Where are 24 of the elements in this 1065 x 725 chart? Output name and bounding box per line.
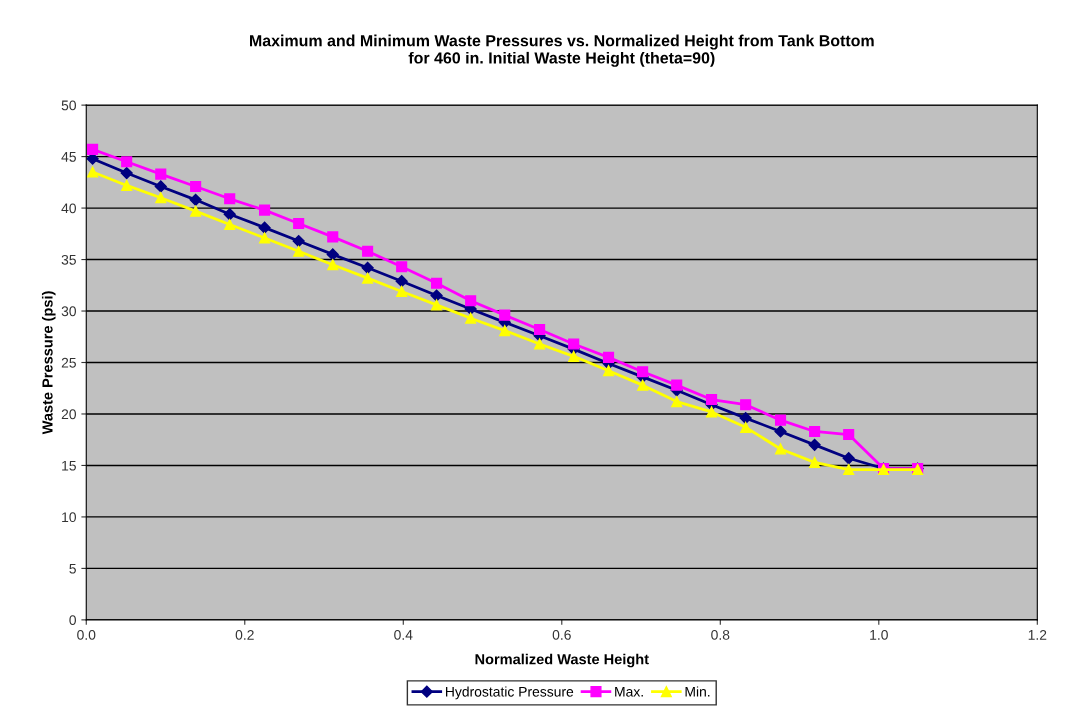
- chart-title: Maximum and Minimum Waste Pressures vs. Normalized Height from Tank Bottom for 460 in. Initial Waste Height (theta=90): [250, 34, 874, 67]
- legend-label: Min.: [685, 686, 710, 697]
- x-tick-label: 0.2: [235, 629, 254, 640]
- y-tick-label: 0: [69, 615, 76, 626]
- y-tick-label: 20: [61, 409, 76, 420]
- y-tick-label: 25: [61, 357, 76, 368]
- y-tick-label: 45: [61, 152, 76, 162]
- y-tick-label: 50: [61, 100, 76, 111]
- y-tick-label: 30: [61, 306, 76, 317]
- x-axis-title: Normalized Waste Height: [475, 653, 649, 668]
- x-tick-label: 0.8: [711, 629, 730, 640]
- legend-label: Max.: [615, 686, 643, 697]
- y-tick-label: 15: [62, 460, 76, 471]
- x-tick-label: 1.2: [1028, 629, 1047, 640]
- legend-label: Hydrostatic Pressure: [446, 686, 574, 700]
- x-tick-label: 1.0: [870, 629, 888, 640]
- y-tick-label: 10: [62, 512, 76, 523]
- y-tick-label: 5: [69, 563, 76, 574]
- x-tick-label: 0.0: [77, 629, 96, 640]
- y-tick-label: 40: [61, 203, 76, 214]
- x-tick-label: 0.4: [394, 629, 413, 640]
- y-tick-label: 35: [61, 254, 76, 265]
- x-tick-label: 0.6: [552, 629, 571, 640]
- y-axis-title: Waste Pressure (psi): [41, 291, 56, 435]
